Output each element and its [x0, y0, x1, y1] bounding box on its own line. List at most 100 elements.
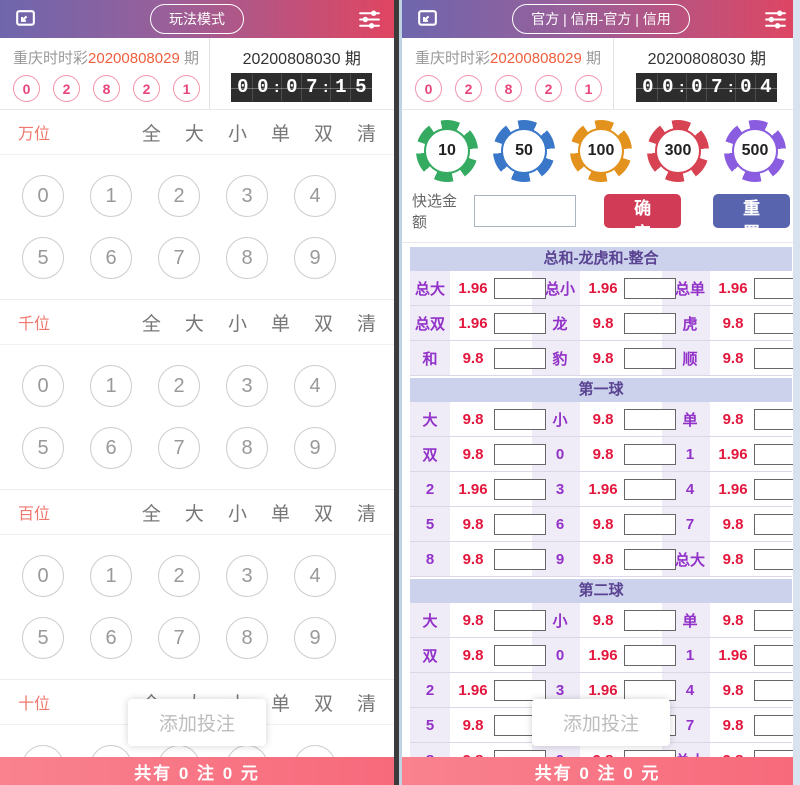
- bet-amount-input[interactable]: [624, 443, 676, 465]
- bet-summary-bar[interactable]: 共有 0 注 0 元: [0, 757, 394, 785]
- number-ball[interactable]: 3: [226, 175, 268, 217]
- bet-amount-input[interactable]: [494, 277, 546, 299]
- bet-amount-input[interactable]: [624, 609, 676, 631]
- play-mode-button[interactable]: 玩法模式: [150, 4, 244, 34]
- bet-amount-input[interactable]: [754, 277, 800, 299]
- confirm-button[interactable]: 确定: [604, 194, 682, 243]
- number-ball[interactable]: 4: [294, 365, 336, 407]
- quick-pick[interactable]: 单: [270, 693, 290, 715]
- quick-pick[interactable]: 大: [184, 313, 204, 335]
- settings-sliders-icon[interactable]: [762, 6, 788, 32]
- bet-amount-input[interactable]: [624, 312, 676, 334]
- bet-amount-input[interactable]: [624, 679, 676, 701]
- add-bet-button[interactable]: 添加投注: [532, 699, 670, 746]
- bet-chip[interactable]: 50: [493, 120, 555, 182]
- bet-amount-input[interactable]: [754, 443, 800, 465]
- number-ball[interactable]: 1: [90, 555, 132, 597]
- number-ball[interactable]: 2: [158, 365, 200, 407]
- number-ball[interactable]: 7: [158, 617, 200, 659]
- bet-amount-input[interactable]: [754, 644, 800, 666]
- quick-pick[interactable]: 全: [141, 313, 161, 335]
- number-ball[interactable]: 2: [158, 175, 200, 217]
- bet-amount-input[interactable]: [754, 679, 800, 701]
- bet-amount-input[interactable]: [624, 408, 676, 430]
- quick-pick[interactable]: 单: [270, 313, 290, 335]
- quick-amount-input[interactable]: [474, 195, 577, 227]
- number-ball[interactable]: 2: [158, 555, 200, 597]
- quick-pick[interactable]: 清: [356, 503, 376, 525]
- back-icon[interactable]: [414, 6, 440, 32]
- bet-chip[interactable]: 300: [647, 120, 709, 182]
- bet-amount-input[interactable]: [754, 548, 800, 570]
- number-ball[interactable]: 9: [294, 427, 336, 469]
- bet-amount-input[interactable]: [754, 513, 800, 535]
- bet-amount-input[interactable]: [754, 312, 800, 334]
- number-ball[interactable]: 1: [90, 175, 132, 217]
- bet-amount-input[interactable]: [754, 714, 800, 736]
- bet-amount-input[interactable]: [494, 478, 546, 500]
- number-ball[interactable]: 8: [226, 427, 268, 469]
- bet-amount-input[interactable]: [624, 478, 676, 500]
- bet-chip[interactable]: 100: [570, 120, 632, 182]
- number-ball[interactable]: 5: [22, 427, 64, 469]
- number-ball[interactable]: 6: [90, 427, 132, 469]
- number-ball[interactable]: 0: [22, 175, 64, 217]
- quick-pick[interactable]: 全: [141, 123, 161, 145]
- bet-amount-input[interactable]: [624, 644, 676, 666]
- quick-pick[interactable]: 双: [313, 503, 333, 525]
- quick-pick[interactable]: 双: [313, 123, 333, 145]
- settings-sliders-icon[interactable]: [356, 6, 382, 32]
- quick-pick[interactable]: 清: [356, 693, 376, 715]
- quick-pick[interactable]: 单: [270, 123, 290, 145]
- quick-pick[interactable]: 全: [141, 503, 161, 525]
- quick-pick[interactable]: 小: [227, 123, 247, 145]
- reset-button[interactable]: 重置: [713, 194, 791, 243]
- number-ball[interactable]: 7: [158, 237, 200, 279]
- quick-pick[interactable]: 小: [227, 503, 247, 525]
- bet-chip[interactable]: 10: [416, 120, 478, 182]
- official-credit-mode-button[interactable]: 官方 | 信用-官方 | 信用: [512, 4, 690, 34]
- bet-amount-input[interactable]: [754, 347, 800, 369]
- bet-chip[interactable]: 500: [724, 120, 786, 182]
- bet-amount-input[interactable]: [494, 312, 546, 334]
- bet-amount-input[interactable]: [494, 347, 546, 369]
- number-ball[interactable]: 8: [226, 617, 268, 659]
- number-ball[interactable]: 9: [294, 617, 336, 659]
- bet-amount-input[interactable]: [624, 513, 676, 535]
- bet-amount-input[interactable]: [494, 513, 546, 535]
- number-ball[interactable]: 7: [158, 427, 200, 469]
- bet-amount-input[interactable]: [624, 277, 676, 299]
- bet-amount-input[interactable]: [494, 408, 546, 430]
- number-ball[interactable]: 6: [90, 237, 132, 279]
- number-ball[interactable]: 3: [226, 365, 268, 407]
- number-ball[interactable]: 6: [90, 617, 132, 659]
- bet-amount-input[interactable]: [754, 408, 800, 430]
- quick-pick[interactable]: 单: [270, 503, 290, 525]
- quick-pick[interactable]: 大: [184, 503, 204, 525]
- bet-amount-input[interactable]: [624, 347, 676, 369]
- bet-amount-input[interactable]: [624, 548, 676, 570]
- bet-amount-input[interactable]: [494, 644, 546, 666]
- bet-amount-input[interactable]: [494, 609, 546, 631]
- bet-summary-bar[interactable]: 共有 0 注 0 元: [402, 757, 793, 785]
- bet-amount-input[interactable]: [494, 443, 546, 465]
- back-icon[interactable]: [12, 6, 38, 32]
- quick-pick[interactable]: 清: [356, 123, 376, 145]
- number-ball[interactable]: 0: [22, 555, 64, 597]
- number-ball[interactable]: 8: [226, 237, 268, 279]
- bet-amount-input[interactable]: [754, 478, 800, 500]
- quick-pick[interactable]: 清: [356, 313, 376, 335]
- quick-pick[interactable]: 双: [313, 693, 333, 715]
- number-ball[interactable]: 4: [294, 175, 336, 217]
- number-ball[interactable]: 5: [22, 617, 64, 659]
- number-ball[interactable]: 5: [22, 237, 64, 279]
- number-ball[interactable]: 0: [22, 365, 64, 407]
- bet-amount-input[interactable]: [754, 609, 800, 631]
- number-ball[interactable]: 3: [226, 555, 268, 597]
- number-ball[interactable]: 9: [294, 237, 336, 279]
- bet-amount-input[interactable]: [494, 548, 546, 570]
- number-ball[interactable]: 1: [90, 365, 132, 407]
- quick-pick[interactable]: 双: [313, 313, 333, 335]
- quick-pick[interactable]: 大: [184, 123, 204, 145]
- bet-amount-input[interactable]: [494, 679, 546, 701]
